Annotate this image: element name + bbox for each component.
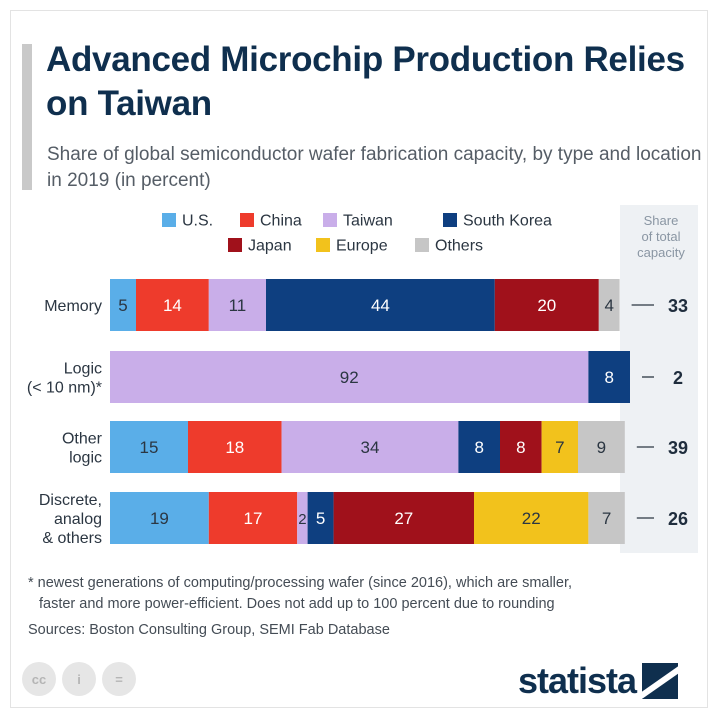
bar-segment-taiwan [208, 279, 266, 331]
bar-segment-others [598, 279, 620, 331]
data-label-china: 18 [225, 438, 244, 457]
data-label-south-korea: 5 [316, 509, 325, 528]
legend-label-u-s: U.S. [182, 213, 213, 230]
license-icons: cc i = [22, 662, 136, 696]
statista-logo[interactable]: statista [518, 660, 679, 702]
bar-segment-japan [494, 279, 599, 331]
chart-subtitle: Share of global semiconductor wafer fabr… [47, 144, 702, 191]
data-label-south-korea: 8 [474, 438, 483, 457]
share-header-label: of total [641, 229, 680, 244]
bar-segment-others [588, 492, 625, 544]
share-column-background [620, 205, 698, 553]
statista-logo-text: statista [518, 660, 637, 701]
data-label-europe: 22 [522, 509, 541, 528]
bar-segment-japan [333, 492, 474, 544]
data-label-taiwan: 11 [229, 296, 247, 315]
data-label-u-s: 15 [140, 438, 159, 457]
legend-label-others: Others [435, 238, 483, 255]
category-label: logic [69, 450, 102, 467]
bar-segment-china [136, 279, 209, 331]
legend-swatch-u-s [162, 213, 176, 227]
data-label-taiwan: 34 [361, 438, 380, 457]
bar-segment-south-korea [458, 421, 500, 473]
data-label-south-korea: 44 [371, 296, 390, 315]
attribution-icon[interactable]: i [62, 662, 96, 696]
bar-segment-u-s [110, 279, 136, 331]
legend-swatch-europe [316, 238, 330, 252]
creative-commons-icon[interactable]: cc [22, 662, 56, 696]
data-label-others: 9 [597, 438, 606, 457]
data-label-south-korea: 8 [604, 368, 613, 387]
legend-swatch-others [415, 238, 429, 252]
bar-segment-europe [541, 421, 578, 473]
sources-text: Sources: Boston Consulting Group, SEMI F… [28, 622, 390, 638]
data-label-others: 4 [604, 296, 613, 315]
share-header-label: capacity [637, 245, 685, 260]
data-label-japan: 8 [516, 438, 525, 457]
legend-label-china: China [260, 213, 302, 230]
bar-segment-taiwan [281, 421, 459, 473]
data-label-japan: 20 [537, 296, 556, 315]
category-label: Logic [64, 361, 102, 378]
category-label: (< 10 nm)* [27, 380, 102, 397]
data-label-u-s: 19 [150, 509, 169, 528]
category-label: Memory [44, 298, 102, 315]
bar-segment-taiwan [110, 351, 589, 403]
share-of-total-value: 26 [668, 509, 688, 529]
bar-segment-china [208, 492, 298, 544]
data-label-europe: 7 [555, 438, 564, 457]
legend-swatch-japan [228, 238, 242, 252]
legend-swatch-south-korea [443, 213, 457, 227]
footnote-line-1: * newest generations of computing/proces… [28, 575, 573, 591]
bar-segment-japan [500, 421, 542, 473]
legend-swatch-taiwan [323, 213, 337, 227]
chart-title: Advanced Microchip Production Relies on … [46, 40, 685, 123]
bar-segment-south-korea [588, 351, 630, 403]
legend-label-south-korea: South Korea [463, 213, 552, 230]
legend-label-taiwan: Taiwan [343, 213, 393, 230]
title-accent-bar [22, 44, 32, 190]
data-label-china: 17 [244, 509, 263, 528]
no-derivatives-icon[interactable]: = [102, 662, 136, 696]
data-label-japan: 27 [394, 509, 413, 528]
data-label-taiwan: 2 [298, 511, 306, 528]
share-of-total-value: 39 [668, 438, 688, 458]
data-label-u-s: 5 [118, 296, 127, 315]
data-label-others: 7 [602, 509, 611, 528]
bar-segment-others [578, 421, 625, 473]
bar-segment-europe [474, 492, 589, 544]
bar-segment-south-korea [266, 279, 495, 331]
share-of-total-value: 2 [673, 368, 683, 388]
statista-logo-icon [642, 663, 679, 699]
data-label-china: 14 [163, 296, 182, 315]
legend-label-japan: Japan [248, 238, 292, 255]
category-label: Discrete, [39, 492, 102, 509]
data-label-taiwan: 92 [340, 368, 359, 387]
category-label: & others [42, 530, 102, 547]
legend-label-europe: Europe [336, 238, 388, 255]
bar-segment-u-s [110, 492, 209, 544]
chart-frame [10, 10, 708, 708]
legend-swatch-china [240, 213, 254, 227]
share-of-total-value: 33 [668, 296, 688, 316]
category-label: analog [54, 511, 102, 528]
bar-segment-taiwan [297, 492, 308, 544]
footnote: * newest generations of computing/proces… [28, 573, 708, 615]
bar-segment-u-s [110, 421, 188, 473]
share-header-label: Share [644, 213, 679, 228]
footnote-line-2: faster and more power-efficient. Does no… [39, 596, 555, 612]
bar-segment-south-korea [307, 492, 334, 544]
bar-segment-china [188, 421, 282, 473]
category-label: Other [62, 431, 103, 448]
